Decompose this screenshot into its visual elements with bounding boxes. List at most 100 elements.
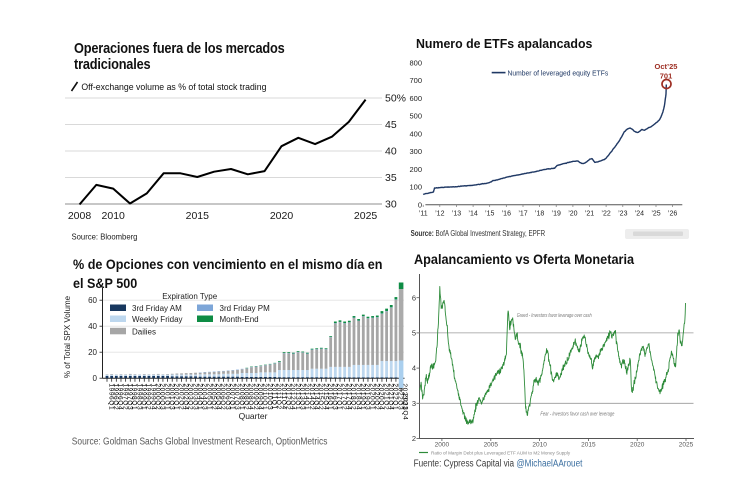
svg-text:200: 200 — [409, 165, 422, 174]
svg-text:2: 2 — [412, 434, 416, 443]
svg-text:2022Q3: 2022Q3 — [396, 383, 403, 410]
svg-text:2017Q2: 2017Q2 — [340, 383, 347, 410]
svg-text:’22: ’22 — [601, 211, 610, 218]
svg-text:2014Q1: 2014Q1 — [303, 383, 310, 410]
svg-text:2003Q2: 2003Q2 — [187, 383, 194, 410]
svg-text:2019Q3: 2019Q3 — [364, 383, 371, 410]
svg-text:60: 60 — [88, 296, 97, 305]
svg-text:2015: 2015 — [186, 210, 210, 222]
svg-text:1998Q1: 1998Q1 — [131, 383, 138, 410]
svg-text:2010Q1: 2010Q1 — [261, 383, 268, 410]
svg-text:1996Q4: 1996Q4 — [117, 383, 124, 410]
svg-text:Source: BofA Global Investment: Source: BofA Global Investment Strategy,… — [411, 229, 545, 238]
svg-text:4: 4 — [412, 364, 416, 373]
svg-text:’24: ’24 — [635, 211, 644, 218]
svg-text:2009Q2: 2009Q2 — [252, 383, 259, 410]
svg-text:’26: ’26 — [668, 211, 677, 218]
svg-text:2001Q1: 2001Q1 — [163, 383, 170, 410]
svg-text:2008Q1: 2008Q1 — [238, 383, 245, 410]
svg-text:2004Q1: 2004Q1 — [196, 383, 203, 410]
svg-text:40: 40 — [88, 322, 97, 331]
svg-text:2007Q1: 2007Q1 — [229, 383, 236, 410]
svg-text:2016Q3: 2016Q3 — [331, 383, 338, 410]
svg-text:Source: Goldman Sachs Global I: Source: Goldman Sachs Global Investment … — [72, 436, 328, 448]
svg-text:2015: 2015 — [581, 442, 596, 449]
svg-text:600: 600 — [409, 94, 422, 103]
svg-text:2011Q4: 2011Q4 — [280, 383, 287, 409]
svg-text:40: 40 — [385, 146, 397, 158]
svg-text:’13: ’13 — [452, 211, 461, 218]
svg-text:2010: 2010 — [102, 210, 126, 222]
svg-text:2023Q1: 2023Q1 — [401, 383, 408, 410]
svg-text:0: 0 — [93, 374, 98, 383]
svg-text:2020: 2020 — [270, 210, 294, 222]
svg-text:2005Q1: 2005Q1 — [205, 383, 212, 410]
svg-text:2004Q3: 2004Q3 — [201, 383, 208, 410]
svg-text:2014Q2: 2014Q2 — [308, 383, 315, 410]
svg-text:2016Q1: 2016Q1 — [326, 383, 333, 410]
svg-text:1998Q3: 1998Q3 — [135, 383, 142, 410]
svg-text:2022Q1: 2022Q1 — [392, 383, 399, 410]
svg-text:2006Q2: 2006Q2 — [219, 383, 226, 410]
svg-text:2009Q4: 2009Q4 — [257, 383, 264, 410]
svg-text:Dailies: Dailies — [132, 327, 156, 336]
svg-text:2002Q4: 2002Q4 — [182, 383, 189, 410]
svg-text:Greed - Investors favor levera: Greed - Investors favor leverage over ca… — [517, 312, 592, 319]
svg-text:2015Q2: 2015Q2 — [317, 383, 324, 410]
svg-text:0: 0 — [418, 200, 422, 209]
svg-text:Fear - Investors favor cash ov: Fear - Investors favor cash over leverag… — [540, 411, 614, 418]
svg-text:’23: ’23 — [618, 211, 627, 218]
svg-text:2005: 2005 — [484, 442, 499, 449]
svg-text:2000Q2: 2000Q2 — [154, 383, 161, 410]
svg-text:Off-exchange volume as % of to: Off-exchange volume as % of total stock … — [81, 82, 266, 92]
svg-text:2020Q2: 2020Q2 — [373, 383, 380, 410]
svg-text:’18: ’18 — [535, 211, 544, 218]
svg-text:Fuente: Cypress Capital via @M: Fuente: Cypress Capital via @MichaelAAro… — [414, 456, 583, 468]
svg-text:’11: ’11 — [419, 211, 428, 218]
svg-text:2010: 2010 — [532, 442, 547, 449]
svg-text:500: 500 — [409, 112, 422, 121]
svg-text:2011Q2: 2011Q2 — [275, 383, 282, 409]
svg-text:’25: ’25 — [651, 211, 660, 218]
svg-text:2018Q4: 2018Q4 — [354, 383, 361, 410]
svg-text:50%: 50% — [385, 93, 406, 105]
svg-text:’19: ’19 — [552, 211, 561, 218]
svg-text:2021Q2: 2021Q2 — [382, 383, 389, 410]
svg-text:6: 6 — [412, 293, 416, 302]
svg-text:’16: ’16 — [502, 211, 511, 218]
svg-text:Ratio of Margin Debt plus Leve: Ratio of Margin Debt plus Leveraged ETF … — [431, 451, 571, 456]
svg-text:2005Q2: 2005Q2 — [210, 383, 217, 410]
svg-text:800: 800 — [409, 59, 422, 68]
svg-text:1996Q2: 1996Q2 — [112, 383, 119, 410]
svg-text:1999Q4: 1999Q4 — [149, 383, 156, 410]
svg-text:2023Q4: 2023Q4 — [402, 394, 409, 421]
svg-text:% of Total SPX Volume: % of Total SPX Volume — [63, 295, 72, 378]
svg-text:Month-End: Month-End — [220, 315, 259, 324]
svg-text:2000Q3: 2000Q3 — [159, 383, 166, 410]
svg-text:701: 701 — [660, 72, 673, 81]
svg-text:’17: ’17 — [518, 211, 527, 218]
svg-text:20: 20 — [88, 348, 97, 357]
svg-text:2015Q4: 2015Q4 — [322, 383, 329, 410]
svg-text:700: 700 — [409, 76, 422, 85]
svg-text:2012Q2: 2012Q2 — [284, 383, 291, 410]
svg-text:2017Q1: 2017Q1 — [336, 383, 343, 410]
svg-text:2020: 2020 — [630, 442, 645, 449]
svg-text:1997Q2: 1997Q2 — [121, 383, 128, 410]
svg-text:2008Q2: 2008Q2 — [243, 383, 250, 410]
svg-text:2017Q4: 2017Q4 — [345, 383, 352, 410]
svg-text:3rd Friday AM: 3rd Friday AM — [132, 304, 182, 313]
svg-text:2020Q4: 2020Q4 — [378, 383, 385, 410]
svg-text:35: 35 — [385, 172, 397, 184]
svg-text:2008Q4: 2008Q4 — [247, 383, 254, 410]
svg-text:2012Q4: 2012Q4 — [289, 383, 296, 410]
svg-text:5: 5 — [412, 329, 416, 338]
svg-text:300: 300 — [409, 147, 422, 156]
svg-text:3: 3 — [412, 399, 416, 408]
svg-text:2025: 2025 — [354, 210, 378, 222]
svg-text:100: 100 — [409, 183, 422, 192]
svg-text:1996Q1: 1996Q1 — [107, 383, 114, 410]
svg-text:2002Q2: 2002Q2 — [177, 383, 184, 410]
svg-text:1999Q1: 1999Q1 — [140, 383, 147, 410]
svg-text:2014Q4: 2014Q4 — [312, 383, 319, 410]
